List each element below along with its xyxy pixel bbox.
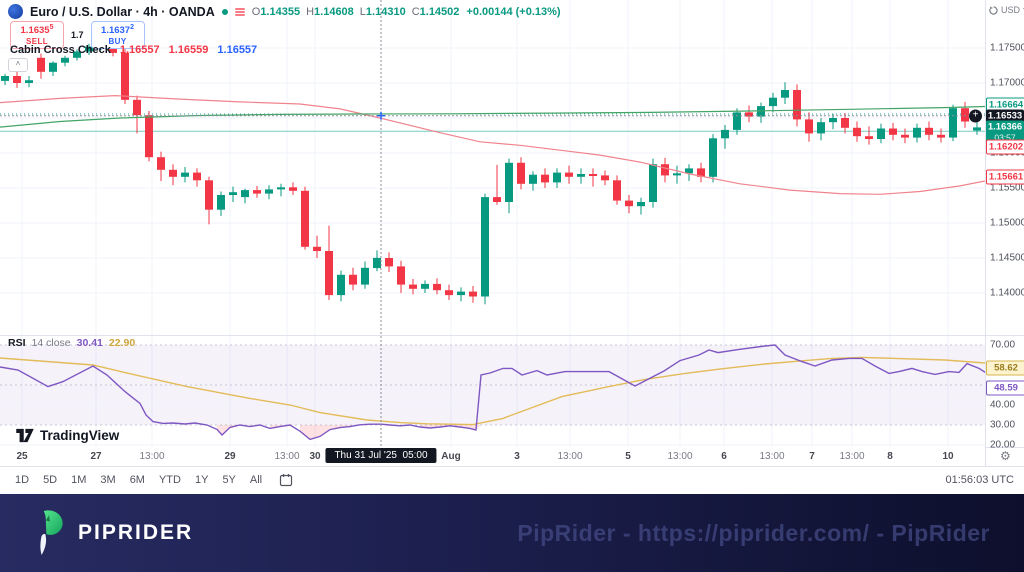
go-to-date-button[interactable]: [279, 473, 293, 487]
indicator-value-2: 1.16559: [168, 44, 209, 56]
ohlc-pair: O1.14355: [251, 5, 301, 18]
time-tick: 13:00: [667, 451, 693, 462]
time-tick: 27: [90, 451, 102, 462]
ohlc-values: O1.14355 H1.14608 L1.14310 C1.14502: [252, 6, 460, 18]
market-open-dot-icon: [221, 8, 228, 15]
time-tick: 7: [809, 451, 815, 462]
indicator-value-1: 1.16557: [119, 44, 160, 56]
rsi-params: 14 close: [31, 337, 71, 349]
range-button-1d[interactable]: 1D: [15, 473, 30, 486]
session-clock[interactable]: 01:56:03 UTC: [945, 473, 1014, 486]
change-value: +0.00144 (+0.13%): [466, 5, 561, 18]
piprider-logo-icon: [40, 510, 63, 555]
rsi-tick: 20.00: [990, 439, 1016, 451]
price-tick: 1.15500: [990, 182, 1024, 194]
ohlc-pair: H1.14608: [306, 5, 354, 18]
time-tick: 30: [309, 451, 321, 462]
rsi-ma-value: 22.90: [108, 337, 136, 349]
time-tick: 29: [224, 451, 236, 462]
price-tick: 1.17500: [990, 42, 1024, 54]
range-button-5d[interactable]: 5D: [43, 473, 58, 486]
brand-name: PIPRIDER: [78, 521, 194, 544]
rsi-legend[interactable]: RSI 14 close 30.41 22.90: [8, 337, 135, 349]
time-axis[interactable]: Thu 31 Jul '25 05:00 25 27 13:00 29 13:00 30 A…: [0, 447, 985, 465]
range-button-6m[interactable]: 6M: [129, 473, 145, 486]
indicator-value-3: 1.16557: [217, 44, 258, 56]
price-tick: 1.15000: [990, 217, 1024, 229]
range-button-1y[interactable]: 1Y: [194, 473, 209, 486]
price-tick: 1.14000: [990, 287, 1024, 299]
gear-icon[interactable]: ⚙: [1000, 449, 1011, 463]
time-tick: 8: [887, 451, 893, 462]
rsi-label-outline-purple: 48.59: [986, 380, 1024, 396]
spread-value: 1.7: [71, 30, 84, 40]
chart-area[interactable]: Euro / U.S. Dollar · 4h · OANDA O1.14355…: [0, 0, 1024, 492]
tradingview-logo[interactable]: TradingView: [16, 428, 119, 443]
buy-price: 1.16372: [101, 24, 134, 37]
price-label-outline-red: 1.16202: [986, 139, 1024, 155]
indicator-legend[interactable]: Cabin Cross Check 1.16557 1.16559 1.1655…: [10, 44, 257, 56]
sell-price: 1.16355: [20, 24, 54, 37]
range-button-ytd[interactable]: YTD: [158, 473, 181, 486]
crosshair-time-tooltip: Thu 31 Jul '25 05:00: [325, 448, 437, 463]
calendar-icon: [280, 473, 293, 486]
tradingview-mark-icon: [16, 428, 34, 443]
rsi-tick: 30.00: [990, 419, 1016, 431]
range-button-all[interactable]: All: [249, 473, 263, 486]
time-tick: 25: [16, 451, 28, 462]
price-label-outline-red: 1.15661: [986, 169, 1024, 185]
currency-selector[interactable]: USD: [989, 5, 1024, 15]
rsi-tick: 70.00: [990, 339, 1016, 351]
symbol-header: Euro / U.S. Dollar · 4h · OANDA O1.14355…: [8, 4, 561, 19]
footer-tagline: PipRider - https://piprider.com/ - PipRi…: [517, 519, 990, 546]
price-tick: 1.14500: [990, 252, 1024, 264]
time-tick: 13:00: [274, 451, 300, 462]
piprider-footer: PIPRIDER PipRider - https://piprider.com…: [0, 494, 1024, 572]
range-button-5y[interactable]: 5Y: [222, 473, 236, 486]
sell-button[interactable]: 1.16355 SELL: [10, 21, 64, 49]
currency-label: USD: [1001, 5, 1021, 15]
bottom-toolbar: 1D 5D 1M 3M 6M YTD 1Y 5Y All 01:56:03 UTC: [0, 466, 1024, 492]
rsi-name: RSI: [8, 337, 26, 349]
time-tick: 13:00: [759, 451, 785, 462]
buy-button[interactable]: 1.16372 BUY: [90, 21, 145, 49]
eur-flag-icon: [8, 4, 23, 19]
range-button-1m[interactable]: 1M: [71, 473, 87, 486]
collapse-pane-button[interactable]: ˄: [8, 58, 28, 72]
time-tick: 10: [942, 451, 954, 462]
range-button-3m[interactable]: 3M: [100, 473, 116, 486]
rsi-label-outline-yellow: 58.62: [986, 360, 1024, 376]
time-tick: 5: [625, 451, 631, 462]
rsi-value: 30.41: [76, 337, 103, 349]
time-tick: 6: [721, 451, 727, 462]
ohlc-pair: C1.14502: [411, 5, 460, 18]
rsi-tick: 40.00: [990, 399, 1016, 411]
price-label-filled-dark: 1.16533: [986, 109, 1024, 123]
refresh-icon: [989, 5, 998, 15]
time-tick: 13:00: [557, 451, 583, 462]
range-buttons: 1D 5D 1M 3M 6M YTD 1Y 5Y All: [10, 472, 267, 488]
add-alert-plus-icon[interactable]: +: [969, 109, 982, 123]
candles-red-icon: [234, 7, 245, 16]
symbol-title[interactable]: Euro / U.S. Dollar · 4h · OANDA: [30, 4, 215, 19]
ohlc-pair: L1.14310: [359, 5, 406, 18]
indicator-name: Cabin Cross Check: [10, 44, 111, 56]
time-tick: 13:00: [839, 451, 865, 462]
time-tick: Aug: [441, 451, 461, 462]
time-tick: 3: [514, 451, 520, 462]
price-axis[interactable]: USD 1.175001.170001.160001.155001.150001…: [985, 0, 1024, 492]
trade-buttons: 1.16355 SELL 1.7 1.16372 BUY: [10, 21, 145, 49]
candlestick-chart[interactable]: [0, 0, 1016, 492]
time-tick: 13:00: [139, 451, 165, 462]
price-tick: 1.17000: [990, 77, 1024, 89]
